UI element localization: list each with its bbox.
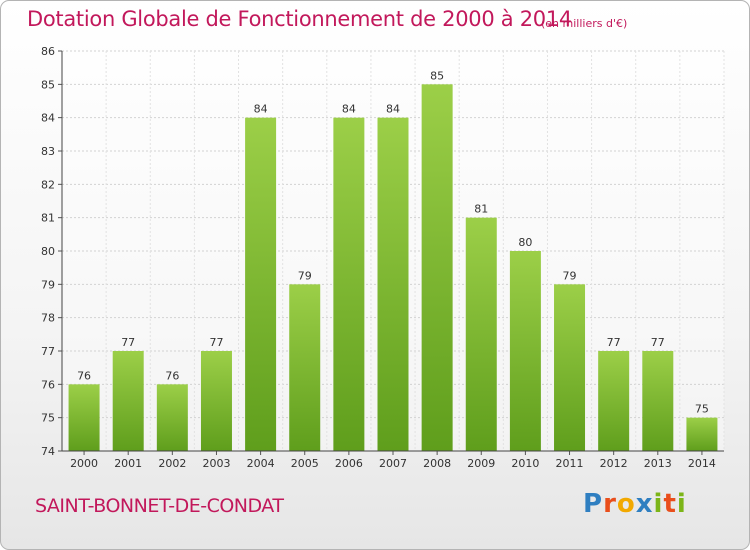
- y-tick-label: 83: [41, 145, 55, 158]
- bar[interactable]: [156, 384, 188, 451]
- proxiti-logo[interactable]: Proxiti: [583, 489, 687, 519]
- y-tick-label: 75: [41, 412, 55, 425]
- x-tick-label: 2010: [511, 457, 539, 470]
- data-label: 85: [430, 69, 444, 82]
- data-label: 80: [518, 236, 532, 249]
- chart-title: Dotation Globale de Fonctionnement de 20…: [27, 7, 572, 31]
- x-tick-label: 2009: [467, 457, 495, 470]
- bar[interactable]: [598, 351, 630, 451]
- x-tick-label: 2003: [202, 457, 230, 470]
- data-label: 77: [121, 336, 135, 349]
- bar[interactable]: [421, 84, 453, 451]
- bar[interactable]: [642, 351, 674, 451]
- x-tick-label: 2007: [379, 457, 407, 470]
- x-tick-label: 2011: [556, 457, 584, 470]
- y-tick-label: 74: [41, 445, 55, 458]
- data-label: 76: [77, 369, 91, 382]
- x-tick-label: 2004: [247, 457, 275, 470]
- x-tick-label: 2005: [291, 457, 319, 470]
- x-tick-label: 2002: [158, 457, 186, 470]
- bar[interactable]: [333, 117, 365, 452]
- data-label: 81: [474, 203, 488, 216]
- x-tick-label: 2001: [114, 457, 142, 470]
- data-label: 84: [342, 103, 356, 116]
- data-label: 75: [695, 403, 709, 416]
- x-tick-label: 2008: [423, 457, 451, 470]
- logo-letter: o: [616, 489, 636, 519]
- chart-subtitle: (en milliers d'€): [541, 17, 628, 30]
- x-tick-label: 2012: [600, 457, 628, 470]
- y-tick-label: 78: [41, 312, 55, 325]
- y-tick-label: 81: [41, 212, 55, 225]
- logo-letter: i: [676, 489, 687, 519]
- data-label: 79: [563, 269, 577, 282]
- y-tick-label: 86: [41, 45, 55, 58]
- data-label: 77: [651, 336, 665, 349]
- x-tick-label: 2000: [70, 457, 98, 470]
- x-tick-label: 2014: [688, 457, 716, 470]
- bar[interactable]: [554, 284, 586, 451]
- y-tick-label: 84: [41, 112, 55, 125]
- bar[interactable]: [509, 251, 541, 451]
- bar[interactable]: [200, 351, 232, 451]
- logo-letter: t: [663, 489, 677, 519]
- y-tick-label: 77: [41, 345, 55, 358]
- bars-layer: 76 77 76 77 84 79 84 84 85 81 80 79 77 77 75: [68, 69, 718, 452]
- logo-letter: r: [603, 489, 617, 519]
- commune-name: SAINT-BONNET-DE-CONDAT: [35, 495, 284, 517]
- bar[interactable]: [112, 351, 144, 451]
- data-label: 79: [298, 269, 312, 282]
- bar[interactable]: [68, 384, 100, 451]
- data-label: 84: [254, 103, 268, 116]
- data-label: 77: [607, 336, 621, 349]
- bar[interactable]: [377, 117, 409, 452]
- logo-letter: i: [653, 489, 664, 519]
- x-tick-label: 2013: [644, 457, 672, 470]
- logo-letter: x: [635, 489, 654, 519]
- y-tick-label: 85: [41, 78, 55, 91]
- data-label: 77: [209, 336, 223, 349]
- bar[interactable]: [245, 117, 277, 452]
- y-tick-label: 76: [41, 378, 55, 391]
- y-tick-label: 79: [41, 278, 55, 291]
- y-tick-label: 82: [41, 178, 55, 191]
- bar[interactable]: [465, 217, 497, 451]
- logo-letter: P: [583, 489, 604, 519]
- y-tick-label: 80: [41, 245, 55, 258]
- bar[interactable]: [289, 284, 321, 451]
- data-label: 76: [165, 369, 179, 382]
- bar[interactable]: [686, 417, 718, 451]
- axis-layer: 74 75 76 77 78 79 80 81 82 83 84 85 86 2000 2001 2002 20…: [41, 45, 724, 470]
- x-tick-label: 2006: [335, 457, 363, 470]
- data-label: 84: [386, 103, 400, 116]
